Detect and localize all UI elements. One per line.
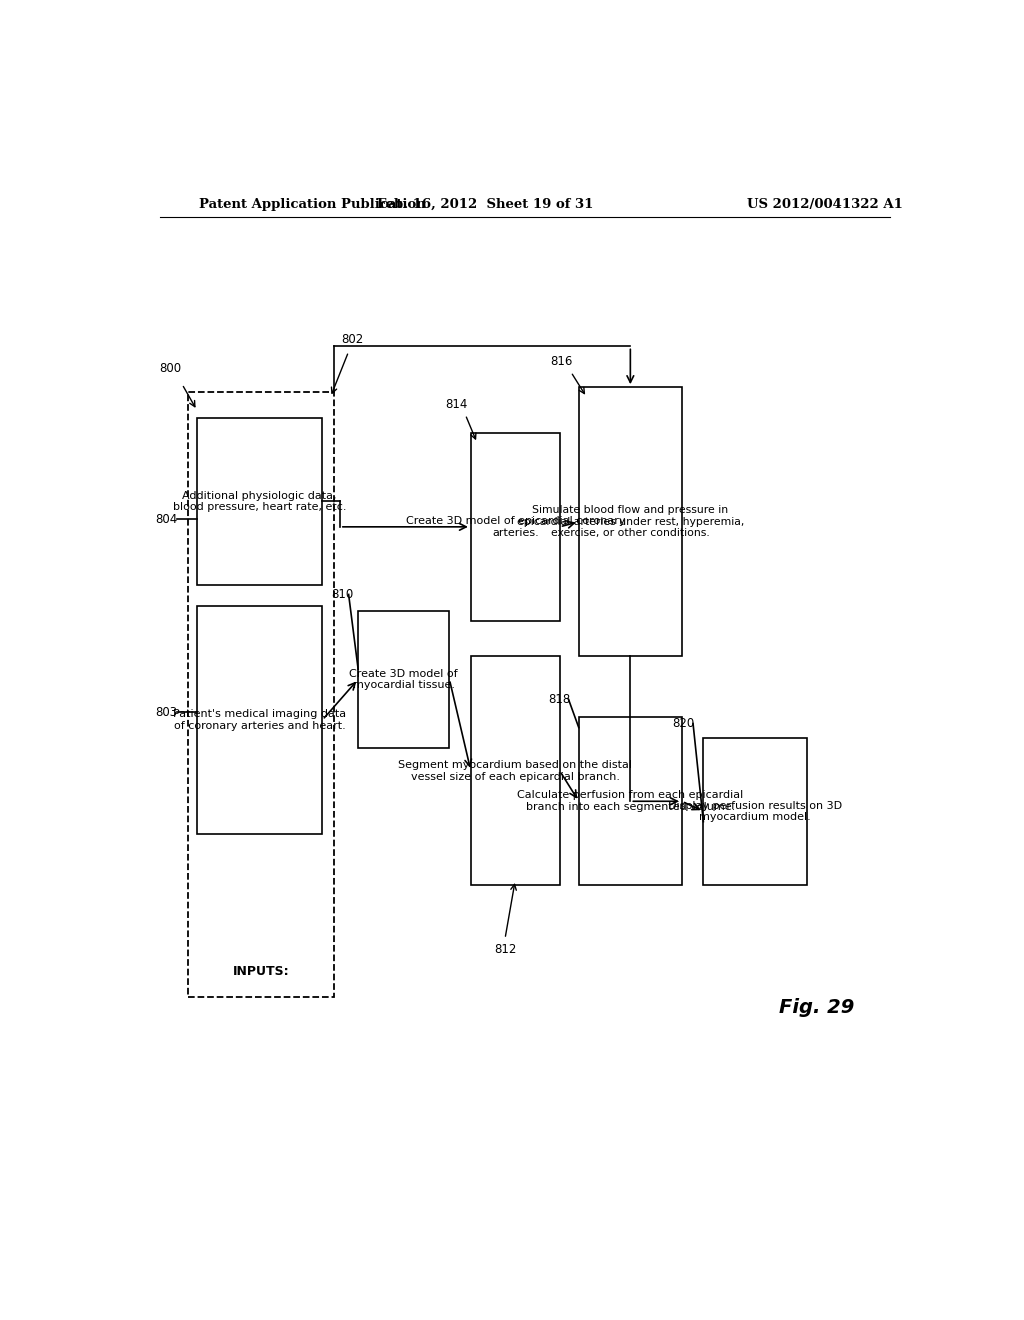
Text: 820: 820 (673, 717, 694, 730)
Text: 802: 802 (341, 333, 364, 346)
Text: Fig. 29: Fig. 29 (779, 998, 855, 1016)
Text: Patient's medical imaging data
of coronary arteries and heart.: Patient's medical imaging data of corona… (173, 709, 346, 731)
Text: 814: 814 (445, 397, 468, 411)
Text: 810: 810 (331, 587, 353, 601)
Bar (358, 611, 450, 748)
Text: Display perfusion results on 3D
myocardium model.: Display perfusion results on 3D myocardi… (668, 801, 842, 822)
Text: Create 3D model of
myocardial tissue.: Create 3D model of myocardial tissue. (349, 668, 458, 690)
Bar (579, 387, 682, 656)
Text: INPUTS:: INPUTS: (232, 965, 289, 978)
Text: Patent Application Publication: Patent Application Publication (200, 198, 426, 211)
Text: 816: 816 (550, 355, 572, 368)
Bar (197, 606, 323, 834)
Bar (187, 392, 334, 997)
Text: Calculate perfusion from each epicardial
branch into each segmented volume.: Calculate perfusion from each epicardial… (517, 791, 743, 812)
Text: Create 3D model of epicardial coronary
arteries.: Create 3D model of epicardial coronary a… (406, 516, 625, 537)
Text: 804: 804 (155, 512, 177, 525)
Bar (579, 718, 682, 886)
Text: 803: 803 (155, 706, 177, 719)
Text: Additional physiologic data,
blood pressure, heart rate, etc.: Additional physiologic data, blood press… (173, 491, 346, 512)
Text: 818: 818 (549, 693, 570, 706)
Text: Simulate blood flow and pressure in
epicardial arteries under rest, hyperemia,
e: Simulate blood flow and pressure in epic… (517, 506, 744, 539)
Text: US 2012/0041322 A1: US 2012/0041322 A1 (748, 198, 903, 211)
Bar (471, 656, 560, 886)
Text: Segment myocardium based on the distal
vessel size of each epicardial branch.: Segment myocardium based on the distal v… (398, 760, 632, 781)
Text: 812: 812 (494, 942, 516, 956)
Text: Feb. 16, 2012  Sheet 19 of 31: Feb. 16, 2012 Sheet 19 of 31 (377, 198, 593, 211)
Bar (197, 417, 323, 585)
Bar (471, 433, 560, 620)
Bar (703, 738, 807, 886)
Text: 800: 800 (159, 362, 181, 375)
